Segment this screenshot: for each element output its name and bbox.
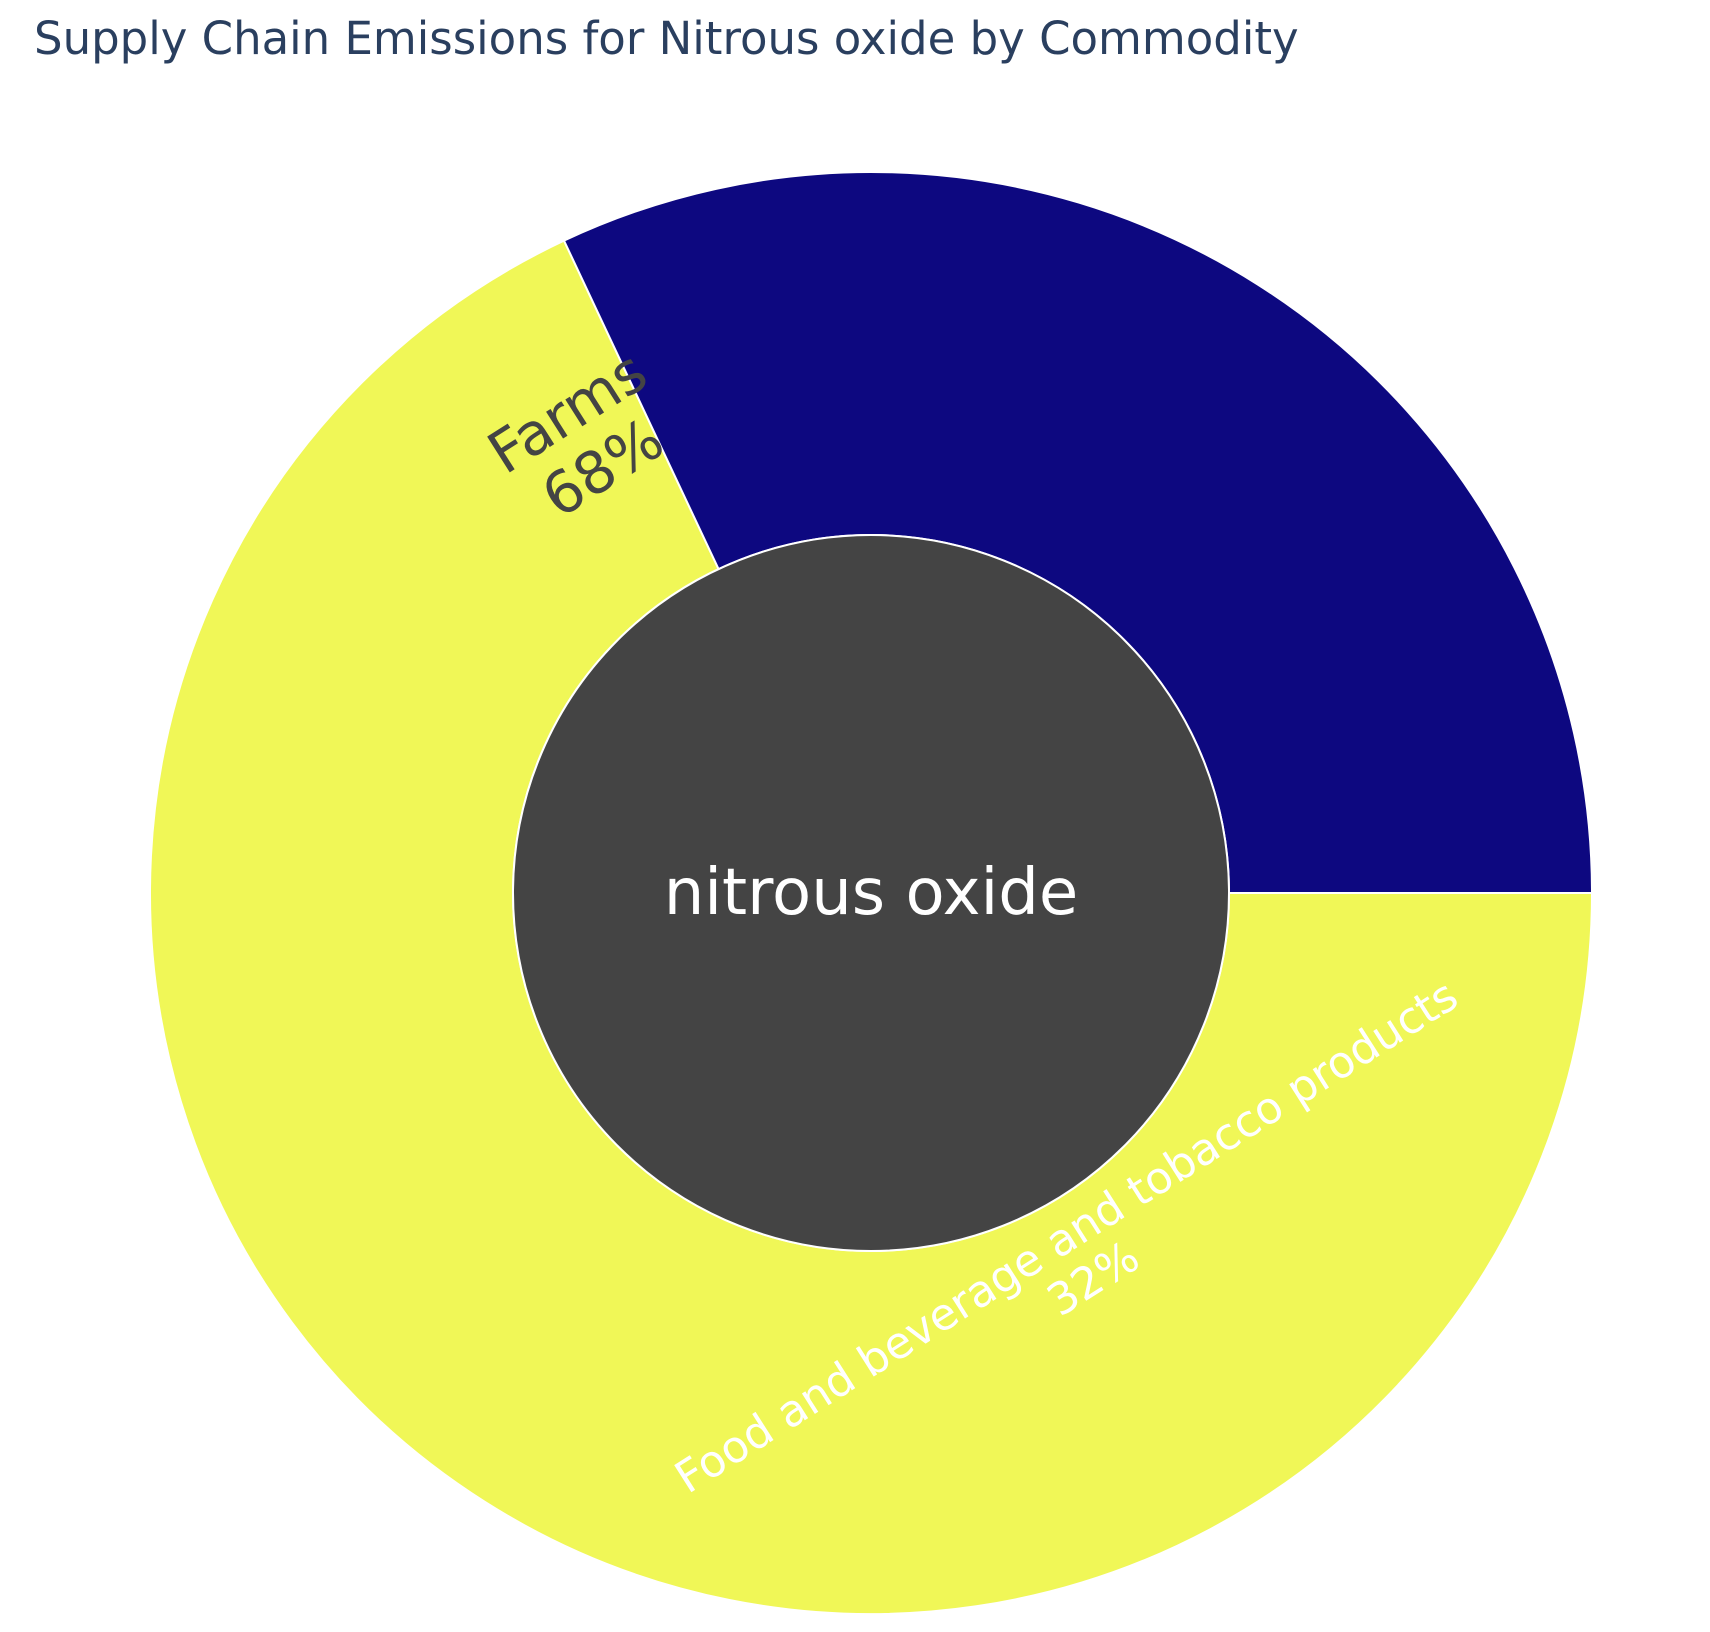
- root-node[interactable]: [512, 534, 1230, 1252]
- outer-ring: [149, 171, 1594, 1615]
- root-label: nitrous oxide: [664, 856, 1079, 930]
- chart-title: Supply Chain Emissions for Nitrous oxide…: [34, 12, 1299, 65]
